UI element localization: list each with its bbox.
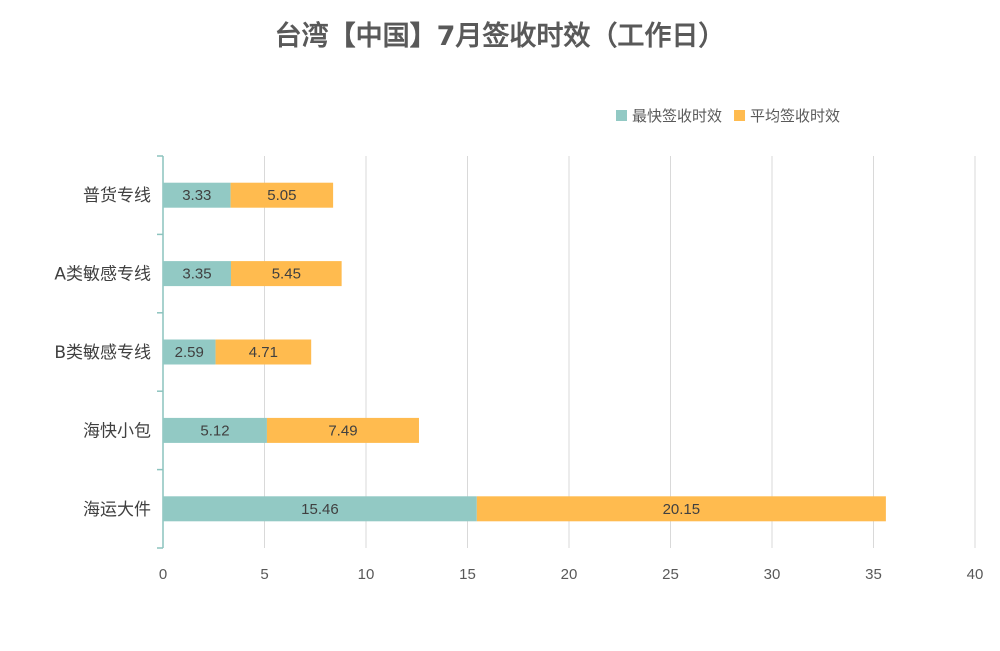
x-tick-label: 35 <box>865 566 882 583</box>
grid-lines <box>264 156 976 548</box>
bar-segment <box>215 339 312 365</box>
bar-segment <box>163 496 477 522</box>
data-label: 4.71 <box>249 344 278 361</box>
data-label: 5.05 <box>267 187 296 204</box>
chart-title: 台湾【中国】7月签收时效（工作日） <box>274 21 726 52</box>
category-label: B类敏感专线 <box>54 343 151 363</box>
category-label: 海运大件 <box>83 500 151 520</box>
bars <box>163 182 886 522</box>
x-tick-label: 10 <box>358 566 375 583</box>
x-tick-label: 25 <box>662 566 679 583</box>
data-label: 20.15 <box>663 501 701 518</box>
data-label: 3.33 <box>182 187 211 204</box>
bar-segment <box>163 182 231 208</box>
data-label: 3.35 <box>182 266 211 283</box>
x-tick-label: 15 <box>459 566 476 583</box>
bar-segment <box>163 417 267 443</box>
legend-swatch <box>734 110 746 121</box>
bar-segment <box>163 261 232 287</box>
x-tick-label: 0 <box>159 566 167 583</box>
bar-segment <box>163 339 216 365</box>
legend: 最快签收时效 平均签收时效 <box>616 107 840 125</box>
category-label: 海快小包 <box>83 421 151 441</box>
bar-segment <box>266 417 419 443</box>
legend-label: 最快签收时效 <box>632 107 722 125</box>
data-label: 7.49 <box>328 422 357 439</box>
data-label: 5.45 <box>272 266 301 283</box>
x-tick-label: 30 <box>764 566 781 583</box>
data-label: 5.12 <box>200 422 229 439</box>
data-label: 2.59 <box>175 344 204 361</box>
category-axis <box>157 155 164 549</box>
category-label: A类敏感专线 <box>54 265 151 285</box>
bar-segment <box>230 182 334 208</box>
bar-segment <box>231 261 342 287</box>
bar-segment <box>476 496 886 522</box>
x-tick-label: 20 <box>561 566 578 583</box>
x-tick-label: 40 <box>967 566 984 583</box>
data-labels: 普货专线 3.33 5.05 A类敏感专线 3.35 5.45 B类敏感专线 2.59 4.71… <box>54 186 700 520</box>
category-label: 普货专线 <box>83 186 151 206</box>
legend-swatch <box>616 110 627 121</box>
data-label: 15.46 <box>301 501 339 518</box>
legend-label: 平均签收时效 <box>750 107 840 125</box>
x-axis-ticks: 0 5 10 15 20 25 30 35 40 <box>159 566 984 583</box>
x-tick-label: 5 <box>260 566 268 583</box>
